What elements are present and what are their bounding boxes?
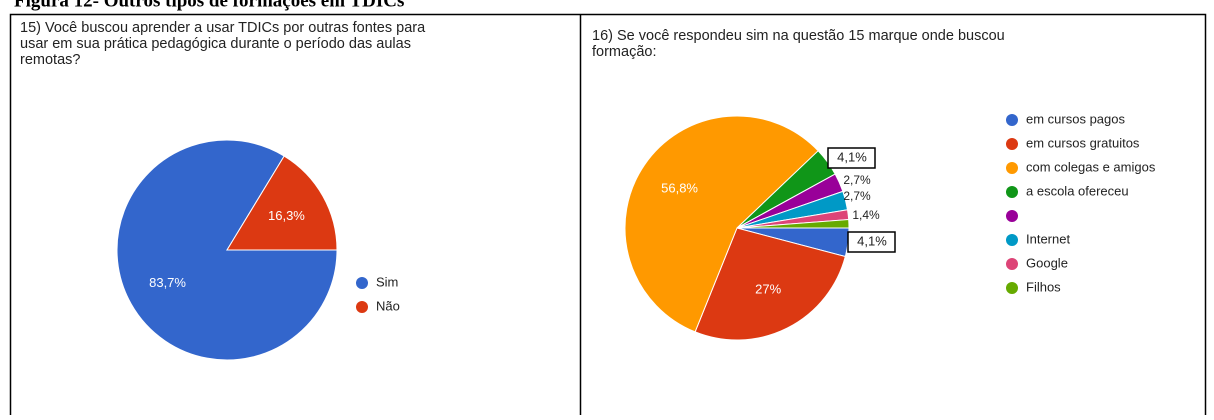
legend-marker xyxy=(1006,162,1018,174)
pie-slice xyxy=(624,115,819,333)
legend-label: Internet xyxy=(1026,231,1070,246)
chart-title: 15) Você buscou aprender a usar TDICs po… xyxy=(20,20,426,36)
pie-slice xyxy=(736,219,850,229)
data-label: 2,7% xyxy=(843,189,871,203)
legend-label: com colegas e amigos xyxy=(1026,159,1156,174)
chart-title: remotas? xyxy=(20,52,80,68)
chart-title: formação: xyxy=(592,44,656,60)
label-box xyxy=(847,231,896,253)
frame xyxy=(9,13,1207,420)
legend-marker xyxy=(356,301,368,313)
data-label: 83,7% xyxy=(149,275,186,290)
legend-label: Filhos xyxy=(1026,279,1061,294)
legend-marker xyxy=(1006,210,1018,222)
legend-marker xyxy=(1006,282,1018,294)
data-label: 2,7% xyxy=(843,173,871,187)
data-label: 56,8% xyxy=(661,180,698,195)
legend-marker xyxy=(1006,186,1018,198)
chart-title: usar em sua prática pedagógica durante o… xyxy=(20,36,411,52)
legend-label: Google xyxy=(1026,255,1068,270)
legend-marker xyxy=(1006,258,1018,270)
label-box xyxy=(827,147,876,169)
caption: Figura 12- Outros tipos de formações em … xyxy=(14,0,404,11)
legend-marker xyxy=(1006,138,1018,150)
legend-marker xyxy=(356,277,368,289)
data-label: 1,4% xyxy=(852,208,880,222)
legend-label: em cursos pagos xyxy=(1026,111,1125,126)
pie-slice xyxy=(694,227,846,341)
legend-label: Sim xyxy=(376,274,398,289)
legend-marker xyxy=(1006,234,1018,246)
data-label: 4,1% xyxy=(837,149,867,164)
legend-label: em cursos gratuitos xyxy=(1026,135,1140,150)
legend-label: a escola ofereceu xyxy=(1026,183,1129,198)
chart-title: 16) Se você respondeu sim na questão 15 … xyxy=(592,28,1005,44)
pie-slice xyxy=(226,155,338,251)
legend-marker xyxy=(1006,114,1018,126)
data-label: 4,1% xyxy=(857,233,887,248)
data-label: 27% xyxy=(755,282,781,297)
legend-label: Não xyxy=(376,298,400,313)
data-label: 16,3% xyxy=(268,208,305,223)
